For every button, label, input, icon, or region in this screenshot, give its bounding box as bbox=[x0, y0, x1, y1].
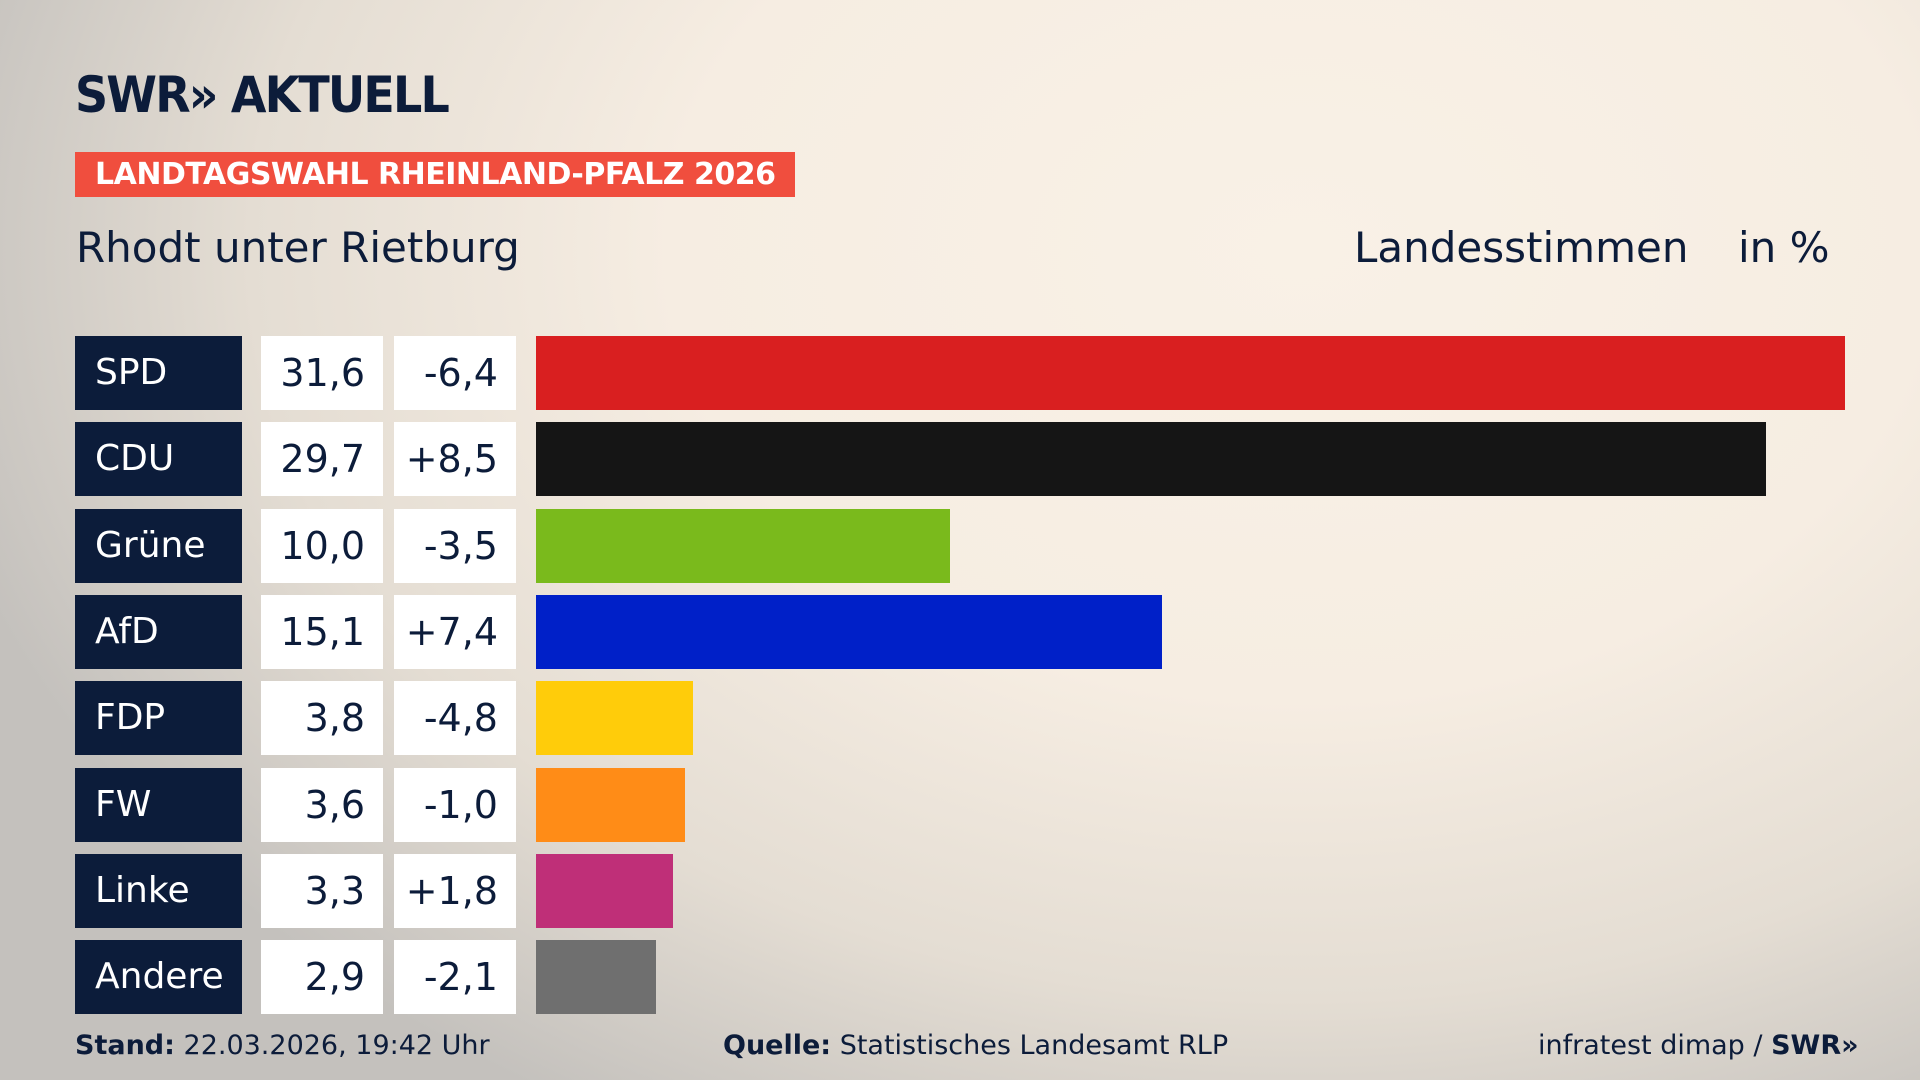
bar-fdp bbox=[536, 681, 694, 756]
timestamp: Stand: 22.03.2026, 19:42 Uhr bbox=[75, 1028, 490, 1064]
swr-aktuell-logo: SWR» AKTUELL bbox=[75, 66, 450, 124]
party-label: AfD bbox=[75, 594, 242, 669]
diff-label: -2,1 bbox=[394, 940, 516, 1015]
stand-value: 22.03.2026, 19:42 Uhr bbox=[183, 1030, 490, 1061]
value-label: 3,3 bbox=[261, 853, 383, 928]
bar-grüne bbox=[536, 508, 951, 583]
stand-label: Stand: bbox=[75, 1030, 175, 1061]
diff-label: +7,4 bbox=[394, 594, 516, 669]
party-label: Andere bbox=[75, 940, 242, 1015]
party-label: SPD bbox=[75, 336, 242, 410]
party-label: Linke bbox=[75, 853, 242, 928]
swr-small-logo: SWR» bbox=[1771, 1030, 1859, 1061]
value-label: 31,6 bbox=[261, 336, 383, 410]
diff-label: -3,5 bbox=[394, 508, 516, 583]
location-title: Rhodt unter Rietburg bbox=[76, 223, 520, 272]
party-label: FDP bbox=[75, 681, 242, 756]
bar-cdu bbox=[536, 422, 1767, 497]
bar-afd bbox=[536, 594, 1162, 669]
value-label: 29,7 bbox=[261, 422, 383, 497]
value-label: 15,1 bbox=[261, 594, 383, 669]
credit: infratest dimap / SWR» bbox=[1538, 1028, 1859, 1064]
bar-fw bbox=[536, 767, 686, 842]
bar-linke bbox=[536, 853, 673, 928]
quelle-label: Quelle: bbox=[723, 1030, 832, 1061]
party-label: Grüne bbox=[75, 508, 242, 583]
value-label: 2,9 bbox=[261, 940, 383, 1015]
value-label: 10,0 bbox=[261, 508, 383, 583]
diff-label: -1,0 bbox=[394, 767, 516, 842]
value-label: 3,8 bbox=[261, 681, 383, 756]
party-label: CDU bbox=[75, 422, 242, 497]
value-label: 3,6 bbox=[261, 767, 383, 842]
bar-andere bbox=[536, 940, 657, 1015]
diff-label: -6,4 bbox=[394, 336, 516, 410]
party-label: FW bbox=[75, 767, 242, 842]
source: Quelle: Statistisches Landesamt RLP bbox=[723, 1028, 1228, 1064]
diff-label: +1,8 bbox=[394, 853, 516, 928]
unit-label: in % bbox=[1738, 223, 1830, 272]
diff-label: -4,8 bbox=[394, 681, 516, 756]
vote-type-label: Landesstimmen bbox=[1354, 223, 1689, 272]
election-banner: LANDTAGSWAHL RHEINLAND-PFALZ 2026 bbox=[75, 152, 796, 197]
credit-text: infratest dimap / bbox=[1538, 1030, 1772, 1061]
diff-label: +8,5 bbox=[394, 422, 516, 497]
quelle-value: Statistisches Landesamt RLP bbox=[839, 1030, 1229, 1061]
bar-spd bbox=[536, 336, 1845, 410]
